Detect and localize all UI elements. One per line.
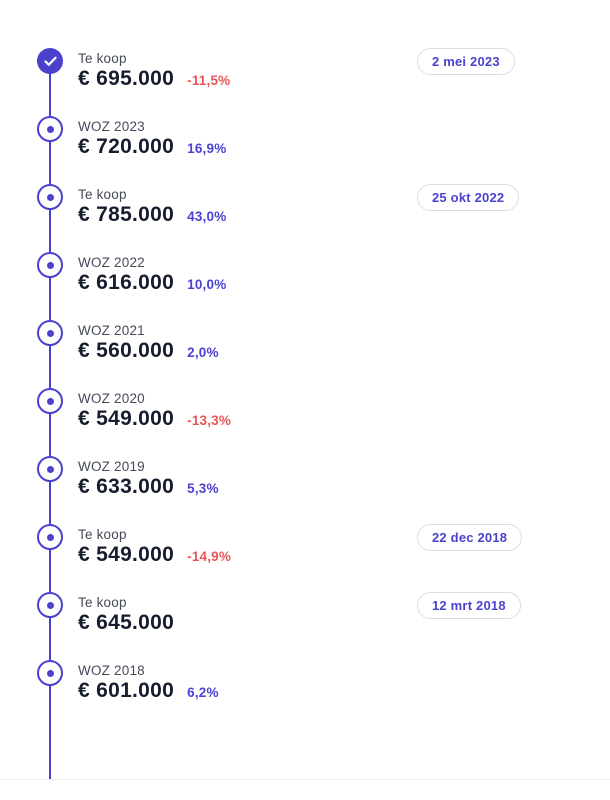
entry-type-label: WOZ 2020	[78, 391, 145, 406]
timeline-entry: WOZ 2019 € 633.000 5,3%	[0, 456, 610, 524]
timeline-entry: Te koop € 695.000 -11,5% 2 mei 2023	[0, 48, 610, 116]
timeline-entry: WOZ 2020 € 549.000 -13,3%	[0, 388, 610, 456]
entry-value-row: € 645.000	[78, 611, 174, 634]
entry-value-row: € 601.000 6,2%	[78, 679, 219, 702]
entry-price-value: € 560.000	[78, 339, 175, 362]
entry-price-value: € 549.000	[78, 543, 175, 566]
entry-price-value: € 549.000	[78, 407, 175, 430]
timeline-line	[49, 61, 51, 779]
dot-node-icon[interactable]	[37, 456, 63, 482]
entry-price-value: € 785.000	[78, 203, 175, 226]
entry-type-label: Te koop	[78, 595, 127, 610]
dot-node-icon[interactable]	[37, 116, 63, 142]
entry-date-badge: 2 mei 2023	[417, 48, 515, 75]
timeline-rows: Te koop € 695.000 -11,5% 2 mei 2023 WOZ …	[0, 48, 610, 728]
entry-percent-change: 6,2%	[187, 685, 219, 700]
entry-price-value: € 645.000	[78, 611, 175, 634]
entry-percent-change: 2,0%	[187, 345, 219, 360]
dot-node-icon[interactable]	[37, 184, 63, 210]
dot-node-icon[interactable]	[37, 320, 63, 346]
inner-dot	[46, 669, 54, 677]
timeline-entry: WOZ 2018 € 601.000 6,2%	[0, 660, 610, 728]
entry-value-row: € 720.000 16,9%	[78, 135, 226, 158]
entry-value-row: € 616.000 10,0%	[78, 271, 226, 294]
entry-type-label: Te koop	[78, 51, 127, 66]
entry-price-value: € 616.000	[78, 271, 175, 294]
entry-type-label: WOZ 2022	[78, 255, 145, 270]
entry-price-value: € 601.000	[78, 679, 175, 702]
entry-percent-change: -11,5%	[187, 73, 231, 88]
entry-percent-change: -14,9%	[187, 549, 232, 564]
entry-date-badge: 12 mrt 2018	[417, 592, 521, 619]
entry-value-row: € 785.000 43,0%	[78, 203, 226, 226]
entry-value-row: € 560.000 2,0%	[78, 339, 219, 362]
entry-value-row: € 549.000 -14,9%	[78, 543, 231, 566]
entry-type-label: WOZ 2019	[78, 459, 145, 474]
inner-dot	[46, 193, 54, 201]
entry-value-row: € 695.000 -11,5%	[78, 67, 230, 90]
entry-type-label: WOZ 2018	[78, 663, 145, 678]
entry-type-label: Te koop	[78, 527, 127, 542]
timeline-entry: Te koop € 785.000 43,0% 25 okt 2022	[0, 184, 610, 252]
timeline-entry: WOZ 2021 € 560.000 2,0%	[0, 320, 610, 388]
entry-percent-change: 10,0%	[187, 277, 227, 292]
entry-date-badge: 22 dec 2018	[417, 524, 523, 551]
timeline-entry: WOZ 2022 € 616.000 10,0%	[0, 252, 610, 320]
inner-dot	[46, 601, 54, 609]
entry-price-value: € 720.000	[78, 135, 175, 158]
entry-type-label: WOZ 2023	[78, 119, 145, 134]
timeline-entry: Te koop € 549.000 -14,9% 22 dec 2018	[0, 524, 610, 592]
dot-node-icon[interactable]	[37, 592, 63, 618]
entry-price-value: € 633.000	[78, 475, 175, 498]
entry-type-label: WOZ 2021	[78, 323, 145, 338]
entry-price-value: € 695.000	[78, 67, 175, 90]
dot-node-icon[interactable]	[37, 252, 63, 278]
inner-dot	[46, 125, 54, 133]
dot-node-icon[interactable]	[37, 660, 63, 686]
dot-node-icon[interactable]	[37, 524, 63, 550]
inner-dot	[46, 261, 54, 269]
entry-date-badge: 25 okt 2022	[417, 184, 520, 211]
bottom-divider	[0, 779, 610, 780]
entry-percent-change: 16,9%	[187, 141, 227, 156]
entry-percent-change: 43,0%	[187, 209, 227, 224]
entry-value-row: € 549.000 -13,3%	[78, 407, 231, 430]
inner-dot	[46, 465, 54, 473]
entry-percent-change: -13,3%	[187, 413, 232, 428]
entry-type-label: Te koop	[78, 187, 127, 202]
inner-dot	[46, 397, 54, 405]
check-node-icon[interactable]	[37, 48, 63, 74]
dot-node-icon[interactable]	[37, 388, 63, 414]
inner-dot	[46, 533, 54, 541]
timeline-entry: Te koop € 645.000 12 mrt 2018	[0, 592, 610, 660]
entry-percent-change: 5,3%	[187, 481, 219, 496]
inner-dot	[46, 329, 54, 337]
entry-value-row: € 633.000 5,3%	[78, 475, 219, 498]
timeline-entry: WOZ 2023 € 720.000 16,9%	[0, 116, 610, 184]
